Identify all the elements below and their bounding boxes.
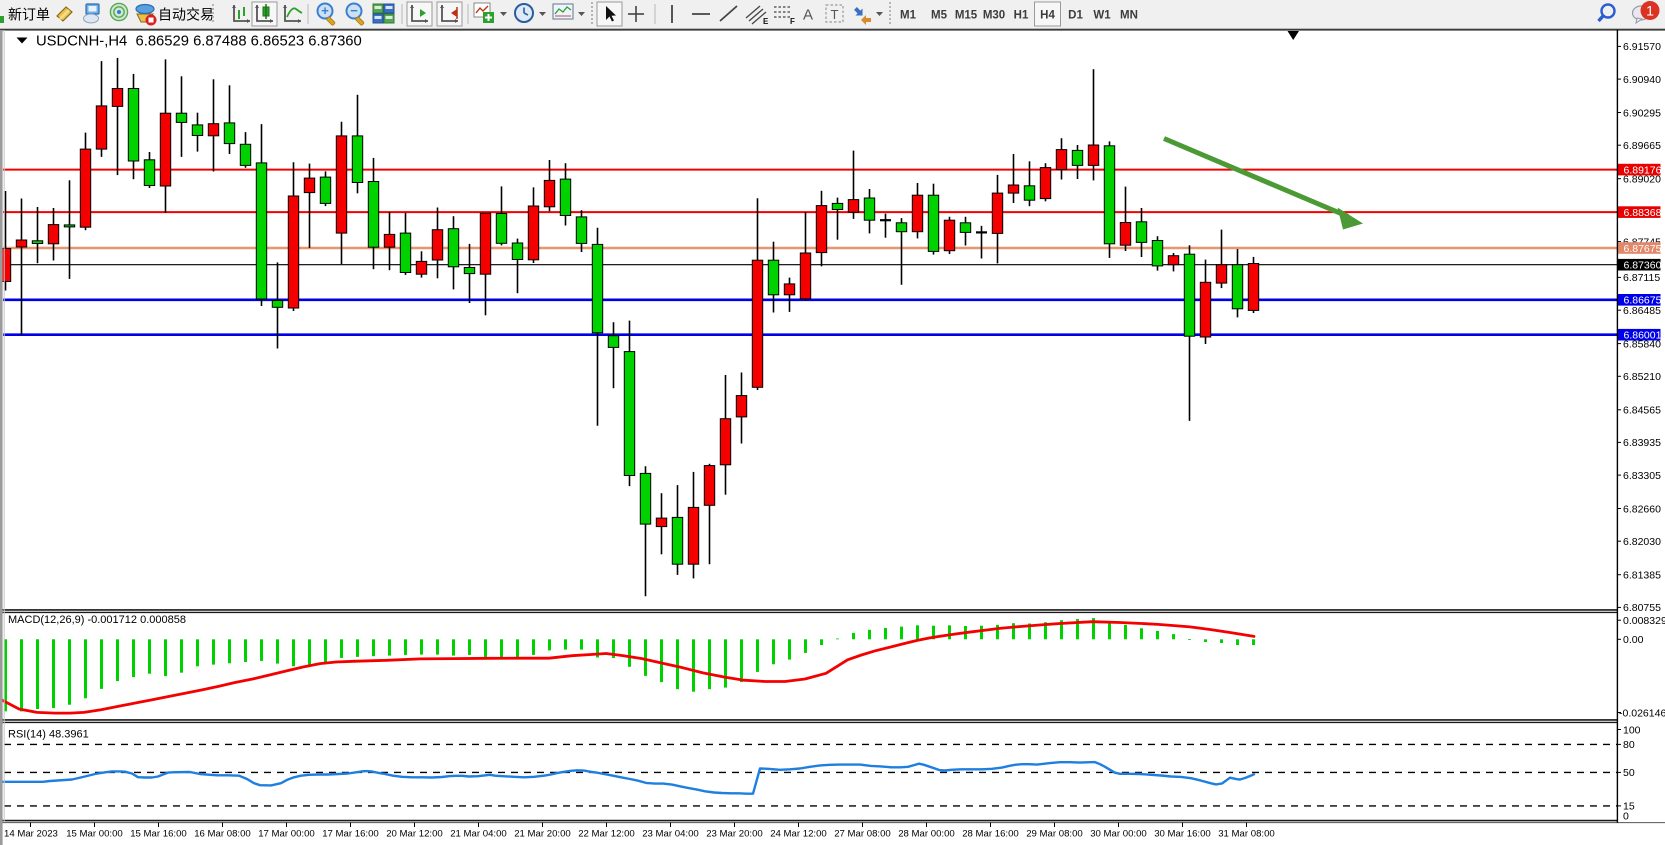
svg-text:6.82030: 6.82030: [1623, 536, 1661, 548]
svg-text:100: 100: [1623, 724, 1641, 736]
svg-text:M30: M30: [983, 10, 1005, 22]
svg-text:M1: M1: [900, 10, 917, 22]
svg-text:28 Mar 16:00: 28 Mar 16:00: [962, 829, 1019, 840]
svg-text:31 Mar 08:00: 31 Mar 08:00: [1218, 829, 1275, 840]
svg-text:80: 80: [1623, 739, 1635, 751]
svg-text:30 Mar 16:00: 30 Mar 16:00: [1154, 829, 1211, 840]
svg-text:E: E: [763, 17, 769, 26]
svg-text:6.80755: 6.80755: [1623, 602, 1661, 614]
svg-text:17 Mar 00:00: 17 Mar 00:00: [258, 829, 315, 840]
svg-text:0.00: 0.00: [1623, 634, 1644, 646]
svg-text:F: F: [790, 17, 795, 26]
svg-text:USDCNH-,H4 6.86529 6.87488 6.: USDCNH-,H4 6.86529 6.87488 6.86523 6.873…: [36, 34, 362, 50]
svg-text:D1: D1: [1068, 10, 1083, 22]
svg-text:6.87115: 6.87115: [1623, 272, 1660, 284]
svg-text:6.83935: 6.83935: [1623, 437, 1661, 449]
svg-text:1: 1: [1646, 3, 1654, 19]
svg-text:29 Mar 08:00: 29 Mar 08:00: [1026, 829, 1083, 840]
svg-text:15 Mar 16:00: 15 Mar 16:00: [130, 829, 187, 840]
svg-text:50: 50: [1623, 767, 1635, 779]
svg-text:自动交易: 自动交易: [158, 7, 214, 23]
svg-text:-0.026146: -0.026146: [1619, 707, 1665, 719]
svg-text:0: 0: [1623, 811, 1629, 823]
svg-text:H4: H4: [1040, 10, 1055, 22]
svg-text:14 Mar 2023: 14 Mar 2023: [4, 829, 58, 840]
svg-text:22 Mar 12:00: 22 Mar 12:00: [578, 829, 635, 840]
svg-text:6.87360: 6.87360: [1624, 260, 1662, 272]
svg-text:M5: M5: [931, 10, 948, 22]
svg-text:M15: M15: [955, 10, 978, 22]
svg-text:15 Mar 00:00: 15 Mar 00:00: [66, 829, 123, 840]
svg-text:6.90940: 6.90940: [1623, 74, 1661, 86]
svg-text:A: A: [803, 7, 813, 24]
svg-text:6.86485: 6.86485: [1623, 305, 1661, 317]
svg-text:15: 15: [1623, 801, 1635, 813]
svg-text:23 Mar 20:00: 23 Mar 20:00: [706, 829, 763, 840]
svg-text:16 Mar 08:00: 16 Mar 08:00: [194, 829, 251, 840]
svg-text:MACD(12,26,9) -0.001712 0.0008: MACD(12,26,9) -0.001712 0.000858: [8, 614, 186, 626]
svg-text:W1: W1: [1093, 10, 1111, 22]
svg-text:6.83305: 6.83305: [1623, 470, 1661, 482]
svg-text:6.91570: 6.91570: [1623, 41, 1661, 53]
svg-text:6.84565: 6.84565: [1623, 405, 1661, 417]
svg-text:6.86675: 6.86675: [1624, 295, 1662, 307]
svg-text:新订单: 新订单: [8, 7, 50, 23]
svg-text:+: +: [321, 3, 329, 18]
svg-text:6.85840: 6.85840: [1623, 338, 1661, 350]
svg-text:6.89020: 6.89020: [1623, 174, 1661, 186]
svg-text:MN: MN: [1120, 10, 1138, 22]
svg-text:−: −: [350, 3, 358, 18]
svg-text:24 Mar 12:00: 24 Mar 12:00: [770, 829, 827, 840]
svg-text:28 Mar 00:00: 28 Mar 00:00: [898, 829, 955, 840]
svg-text:6.90295: 6.90295: [1623, 107, 1661, 119]
svg-text:6.82660: 6.82660: [1623, 503, 1661, 515]
svg-text:6.87675: 6.87675: [1624, 243, 1662, 255]
svg-text:21 Mar 04:00: 21 Mar 04:00: [450, 829, 507, 840]
svg-text:RSI(14) 48.3961: RSI(14) 48.3961: [8, 729, 89, 741]
svg-text:17 Mar 16:00: 17 Mar 16:00: [322, 829, 379, 840]
svg-text:0.008329: 0.008329: [1623, 615, 1665, 627]
svg-text:6.88368: 6.88368: [1624, 207, 1662, 219]
svg-text:T: T: [831, 7, 839, 22]
svg-text:27 Mar 08:00: 27 Mar 08:00: [834, 829, 891, 840]
svg-text:6.86001: 6.86001: [1624, 330, 1662, 342]
svg-text:6.89665: 6.89665: [1623, 140, 1661, 152]
svg-text:6.85210: 6.85210: [1623, 371, 1661, 383]
svg-text:21 Mar 20:00: 21 Mar 20:00: [514, 829, 571, 840]
svg-text:H1: H1: [1014, 10, 1029, 22]
svg-text:20 Mar 12:00: 20 Mar 12:00: [386, 829, 443, 840]
svg-text:6.81385: 6.81385: [1623, 570, 1661, 582]
svg-text:6.89176: 6.89176: [1624, 165, 1662, 177]
svg-text:23 Mar 04:00: 23 Mar 04:00: [642, 829, 699, 840]
svg-text:30 Mar 00:00: 30 Mar 00:00: [1090, 829, 1147, 840]
